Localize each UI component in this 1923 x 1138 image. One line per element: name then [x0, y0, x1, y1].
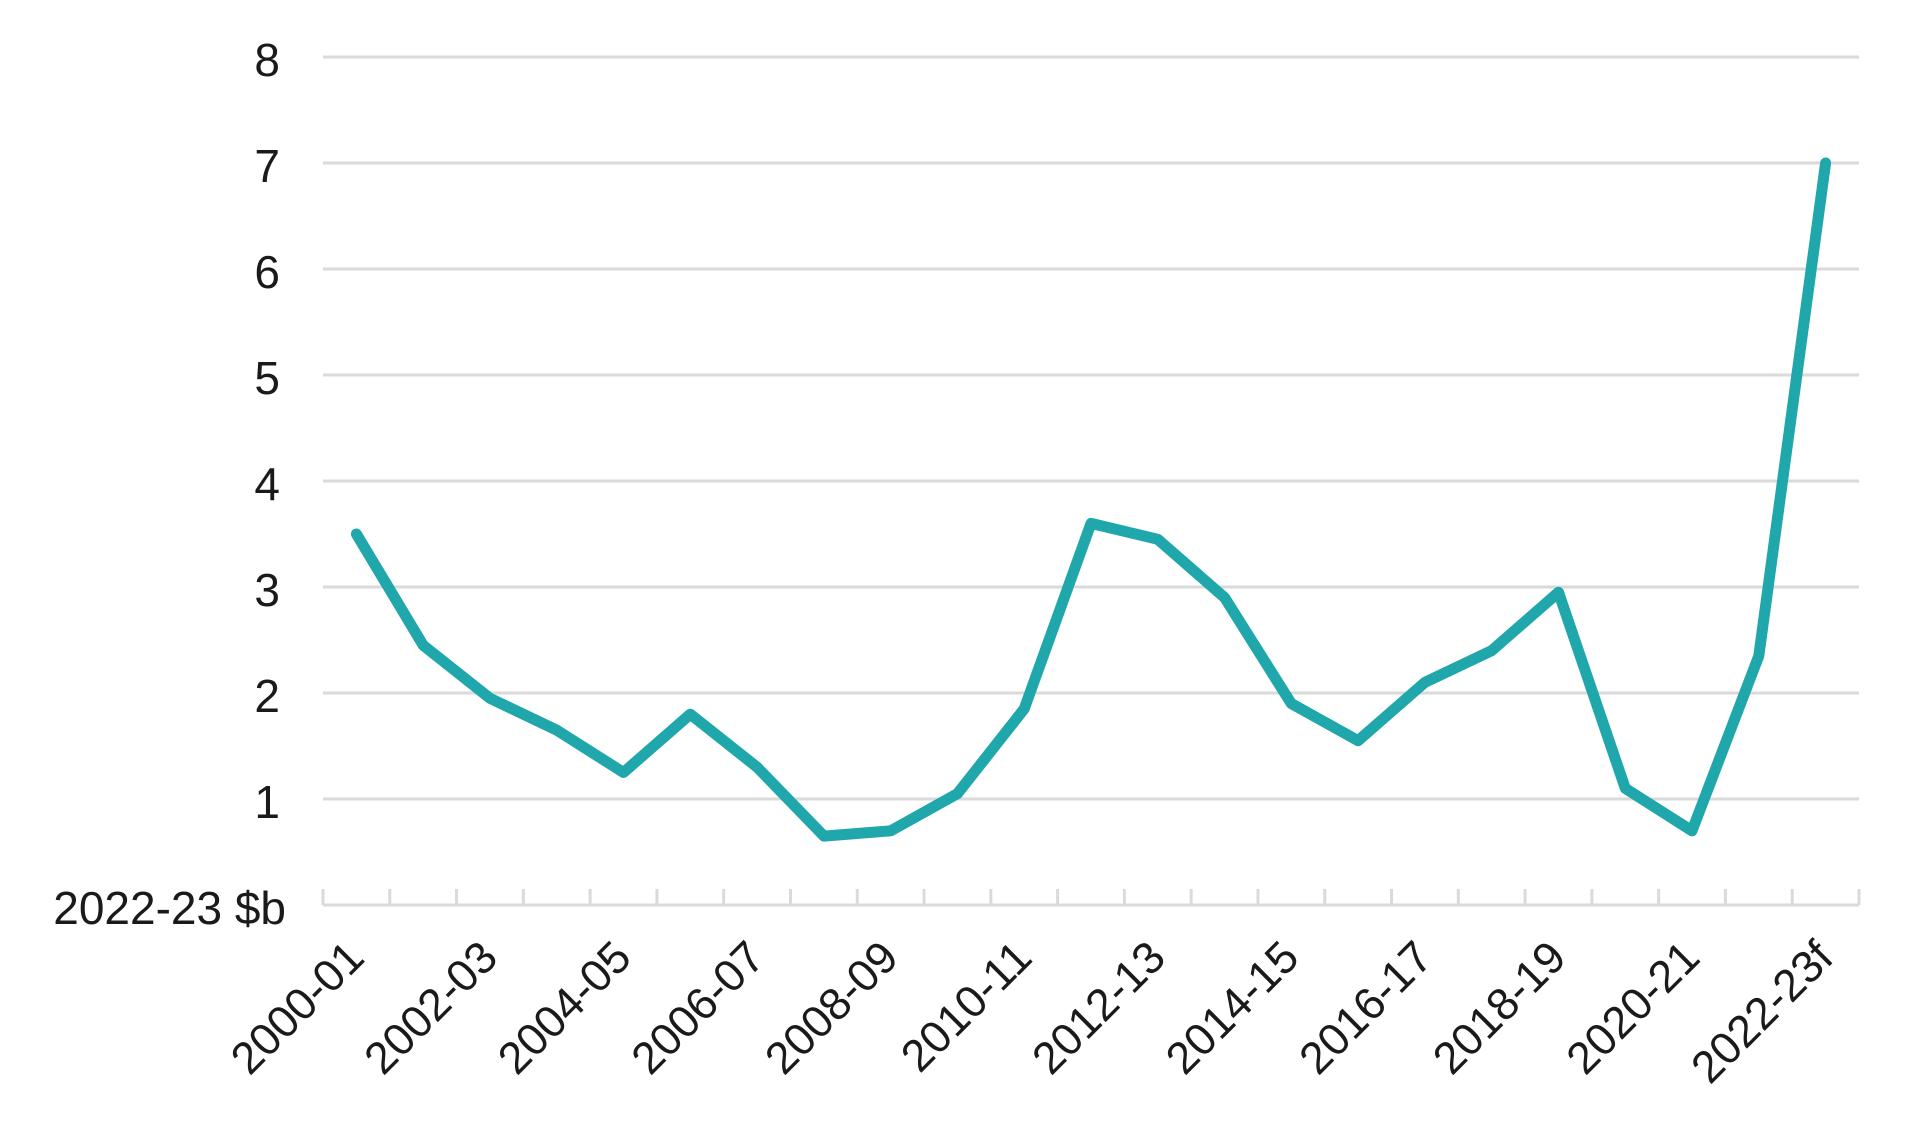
y-axis-tick-label: 8 — [254, 34, 280, 86]
x-axis-tick-label: 2008-09 — [755, 931, 908, 1084]
x-axis-tick-label: 2016-17 — [1289, 931, 1442, 1084]
x-axis-tick-label: 2012-13 — [1022, 931, 1175, 1084]
x-axis-tick-label: 2002-03 — [354, 931, 507, 1084]
x-axis-tick-label: 2006-07 — [621, 931, 774, 1084]
y-axis-tick-label: 3 — [254, 564, 280, 616]
y-axis-unit-label: 2022-23 $b — [53, 882, 286, 934]
y-axis-tick-label: 5 — [254, 352, 280, 404]
y-axis-tick-label: 7 — [254, 140, 280, 192]
x-axis-tick-label: 2014-15 — [1156, 931, 1309, 1084]
y-axis-tick-label: 1 — [254, 776, 280, 828]
y-axis-tick-label: 6 — [254, 246, 280, 298]
data-line-series — [350, 157, 1832, 842]
x-axis-tick-label: 2022-23f — [1681, 931, 1843, 1093]
y-axis-tick-label: 4 — [254, 458, 280, 510]
x-axis-tick-label: 2010-11 — [891, 931, 1041, 1081]
x-axis-tick-label: 2004-05 — [488, 931, 641, 1084]
x-axis-tick-label: 2018-19 — [1423, 931, 1576, 1084]
y-axis-tick-label: 2 — [254, 670, 280, 722]
x-axis-tick-label: 2000-01 — [221, 931, 374, 1084]
